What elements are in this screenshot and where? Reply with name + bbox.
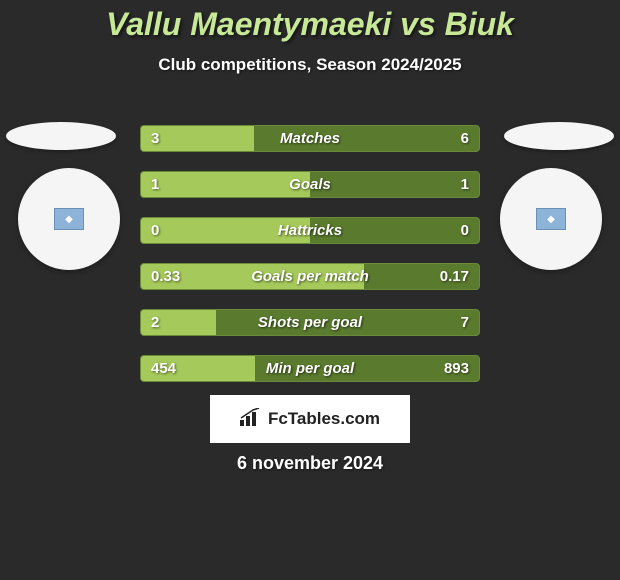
badge-icon: ◆ <box>54 208 84 230</box>
page-title: Vallu Maentymaeki vs Biuk <box>0 0 620 43</box>
stat-row: 0.330.17Goals per match <box>140 263 480 290</box>
team-flag-right <box>504 122 614 150</box>
stat-row: 00Hattricks <box>140 217 480 244</box>
stat-row: 11Goals <box>140 171 480 198</box>
stat-label: Matches <box>141 126 479 151</box>
stat-label: Goals per match <box>141 264 479 289</box>
brand-text: FcTables.com <box>268 409 380 429</box>
stat-label: Shots per goal <box>141 310 479 335</box>
stat-row: 27Shots per goal <box>140 309 480 336</box>
stat-row: 36Matches <box>140 125 480 152</box>
brand-icon <box>240 408 262 431</box>
comparison-infographic: Vallu Maentymaeki vs Biuk Club competiti… <box>0 0 620 580</box>
brand-box: FcTables.com <box>210 395 410 443</box>
player-badge-right: ◆ <box>500 168 602 270</box>
stat-row: 454893Min per goal <box>140 355 480 382</box>
subtitle: Club competitions, Season 2024/2025 <box>0 55 620 75</box>
player-badge-left: ◆ <box>18 168 120 270</box>
team-flag-left <box>6 122 116 150</box>
stat-label: Hattricks <box>141 218 479 243</box>
badge-icon: ◆ <box>536 208 566 230</box>
date-text: 6 november 2024 <box>0 453 620 474</box>
stat-label: Min per goal <box>141 356 479 381</box>
stat-label: Goals <box>141 172 479 197</box>
stats-bars: 36Matches 11Goals 00Hattricks 0.330.17Goals… <box>140 125 480 401</box>
